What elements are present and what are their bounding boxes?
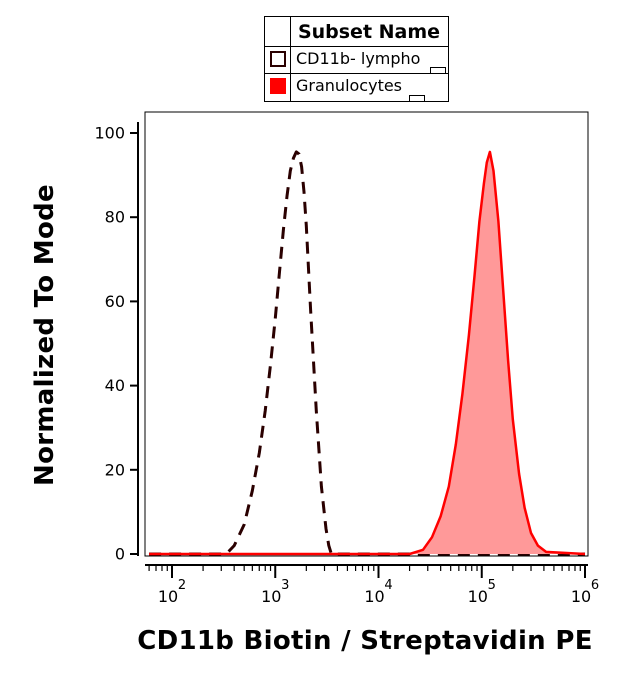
legend-mini-marker — [430, 67, 446, 73]
y-tick-label: 20 — [105, 460, 125, 479]
y-tick-label: 0 — [115, 545, 125, 564]
y-tick-label: 80 — [105, 208, 125, 227]
series-layer — [149, 150, 586, 556]
series-line-0 — [149, 150, 585, 556]
legend-mini-marker — [409, 95, 425, 101]
legend-swatch-filled — [270, 78, 286, 94]
y-axis-label: Normalized To Mode — [30, 184, 60, 486]
x-tick-label: 10 — [364, 587, 384, 606]
x-axis-label: CD11b Biotin / Streptavidin PE — [137, 626, 593, 656]
x-tick-label: 10 — [468, 587, 488, 606]
x-tick-exponent: 6 — [591, 578, 599, 593]
x-tick-label: 10 — [571, 587, 591, 606]
y-tick-label: 60 — [105, 292, 125, 311]
x-tick-label: 10 — [158, 587, 178, 606]
plot-area — [144, 111, 589, 557]
legend-swatch-outline — [270, 51, 286, 67]
legend-item-cd11b-lympho: CD11b- lympho — [265, 47, 448, 74]
series-line-1 — [149, 150, 586, 556]
series-area-1 — [149, 151, 585, 554]
x-tick-exponent: 2 — [178, 578, 186, 593]
legend-divider — [290, 47, 291, 73]
x-tick-exponent: 5 — [488, 578, 496, 593]
x-tick-label: 10 — [261, 587, 281, 606]
plot-border — [144, 111, 589, 557]
legend-item-label: CD11b- lympho — [296, 49, 421, 68]
legend-divider — [290, 17, 291, 46]
legend-item-granulocytes: Granulocytes — [265, 74, 448, 101]
y-tick-label: 100 — [94, 124, 125, 143]
y-tick-label: 40 — [105, 376, 125, 395]
x-tick-exponent: 3 — [281, 578, 289, 593]
legend-header: Subset Name — [265, 17, 448, 47]
legend-title: Subset Name — [297, 21, 441, 43]
legend: Subset Name CD11b- lympho Granulocytes — [264, 16, 449, 102]
legend-item-label: Granulocytes — [296, 76, 403, 95]
legend-divider — [290, 74, 291, 101]
x-tick-exponent: 4 — [384, 578, 392, 593]
